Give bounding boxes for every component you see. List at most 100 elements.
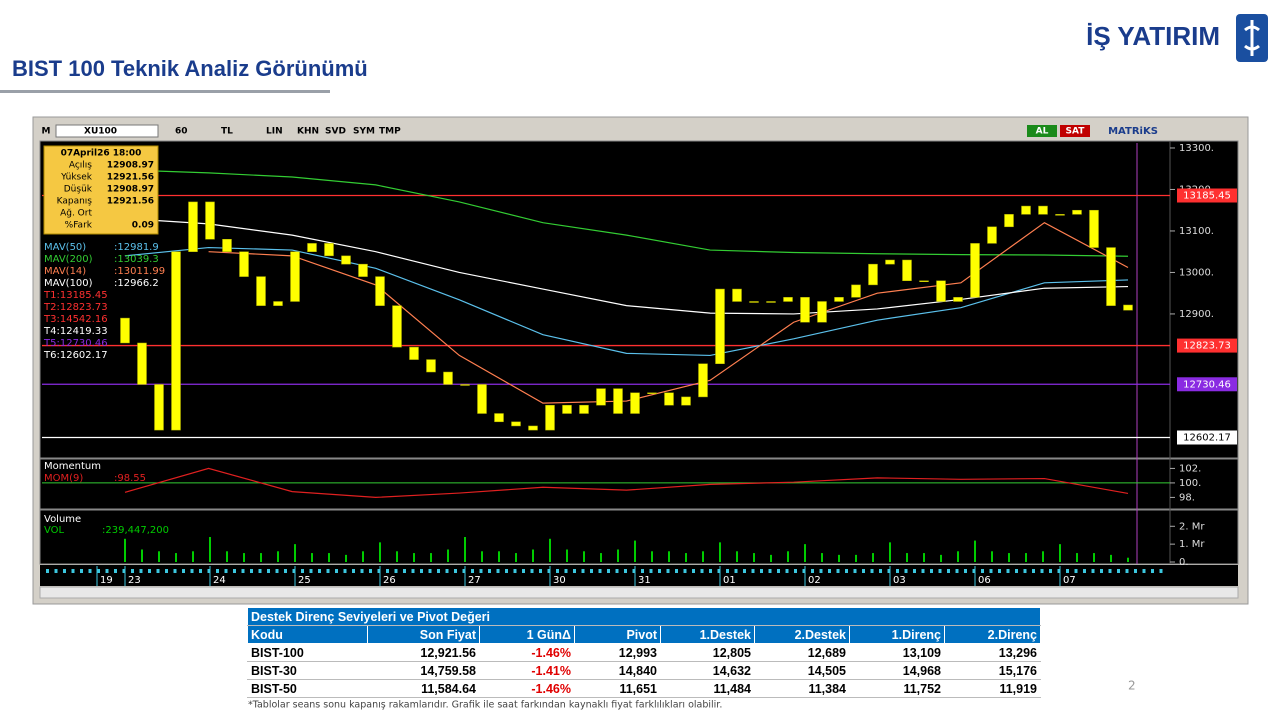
time-dash [386, 569, 389, 573]
toolbar-button[interactable]: SVD [325, 127, 346, 137]
level-legend: T5:12730.46 [43, 338, 108, 349]
info-value: 12908.97 [107, 161, 154, 171]
candle [290, 251, 300, 302]
table-cell: BIST-100 [247, 643, 368, 662]
candle [1004, 214, 1014, 228]
volume-bar [855, 554, 857, 562]
toolbar-button[interactable]: XU100 [84, 127, 117, 137]
momentum-panel [39, 458, 1239, 510]
date-label: 07 [1063, 575, 1076, 586]
table-cell: 13,109 [849, 643, 945, 662]
y-tick-label: 98. [1179, 492, 1195, 503]
y-tick-label: 102. [1179, 463, 1201, 474]
candle [579, 404, 589, 414]
toolbar-button[interactable]: 60 [175, 127, 188, 137]
time-dash [233, 569, 236, 573]
level-legend: T2:12823.73 [43, 302, 108, 313]
column-header: 1 GünΔ [479, 625, 575, 644]
level-value: 12823.73 [1183, 341, 1231, 352]
table-cell: 12,805 [660, 643, 755, 662]
time-dash [411, 569, 415, 573]
time-dash [1015, 569, 1018, 573]
time-dash [802, 569, 806, 573]
candle [970, 243, 980, 298]
time-dash [972, 569, 976, 573]
time-dash [88, 569, 92, 573]
volume-bar [600, 553, 602, 562]
time-dash [913, 569, 916, 573]
time-dash [845, 569, 848, 573]
info-value: 0.09 [132, 221, 154, 231]
time-dash [513, 569, 517, 573]
ma-legend-name: MAV(14) [44, 266, 86, 277]
date-label: 02 [808, 575, 821, 586]
time-dash [292, 569, 296, 573]
volume-bar [787, 551, 789, 562]
time-dash [624, 569, 627, 573]
info-value: 12908.97 [107, 185, 154, 195]
time-dash [335, 569, 338, 573]
buy-label: AL [1036, 127, 1049, 137]
volume-bar [617, 549, 619, 562]
column-header: 2.Direnç [944, 625, 1041, 644]
level-box [1177, 430, 1237, 445]
volume-bar [1076, 553, 1078, 562]
toolbar [40, 124, 1240, 139]
info-label: Yüksek [60, 173, 93, 183]
time-dash [80, 569, 83, 573]
volume-bar [260, 553, 262, 562]
toolbar-button[interactable]: KHN [297, 127, 319, 137]
date-label: 23 [128, 575, 141, 586]
time-dash [360, 569, 364, 573]
volume-bar [974, 540, 976, 562]
panel-title: Momentum [44, 461, 101, 472]
time-dash [148, 569, 151, 573]
candle [732, 288, 742, 302]
volume-bar [702, 551, 704, 562]
volume-bar [804, 544, 806, 562]
column-header: 1.Direnç [849, 625, 945, 644]
candle [239, 251, 249, 277]
time-dash [258, 569, 262, 573]
toolbar-button[interactable]: LIN [266, 127, 283, 137]
toolbar-button[interactable]: SYM [353, 127, 375, 137]
time-dash [777, 569, 780, 573]
brand-label: MATRiKS [1108, 126, 1158, 137]
candle [868, 263, 878, 286]
time-dash [683, 569, 687, 573]
slide-title: BIST 100 Teknik Analiz Görünümü [12, 56, 368, 81]
candle [443, 371, 453, 385]
toolbar-button[interactable]: TL [221, 127, 233, 137]
candle [1021, 205, 1031, 215]
time-dash [649, 569, 653, 573]
candle [545, 404, 555, 431]
title-rule [0, 90, 330, 93]
time-dash [734, 569, 738, 573]
ma-legend-value: :13039.3 [114, 254, 159, 265]
volume-bar [141, 549, 143, 562]
candle [953, 297, 963, 302]
time-dash [794, 569, 797, 573]
candle [494, 413, 504, 423]
time-dash [700, 569, 704, 573]
volume-bar [209, 537, 211, 562]
series-value: :239,447,200 [102, 525, 169, 536]
table-cell: 15,176 [944, 661, 1041, 680]
time-dash [46, 569, 49, 573]
moving-average-line [124, 169, 1129, 257]
scrollbar[interactable] [39, 586, 1239, 599]
time-dash [955, 569, 959, 573]
candle [341, 255, 351, 265]
candle [375, 276, 385, 306]
time-dash [352, 569, 355, 573]
time-dash [224, 569, 228, 573]
toolbar-button[interactable]: TMP [379, 127, 401, 137]
time-dash [326, 569, 330, 573]
volume-bar [651, 551, 653, 562]
toolbar-button[interactable]: M [42, 127, 51, 137]
column-header: 2.Destek [754, 625, 850, 644]
candle [647, 392, 657, 395]
time-dash [598, 569, 602, 573]
level-legend: T1:13185.45 [43, 290, 108, 301]
y-tick-label: 13100. [1179, 226, 1214, 237]
